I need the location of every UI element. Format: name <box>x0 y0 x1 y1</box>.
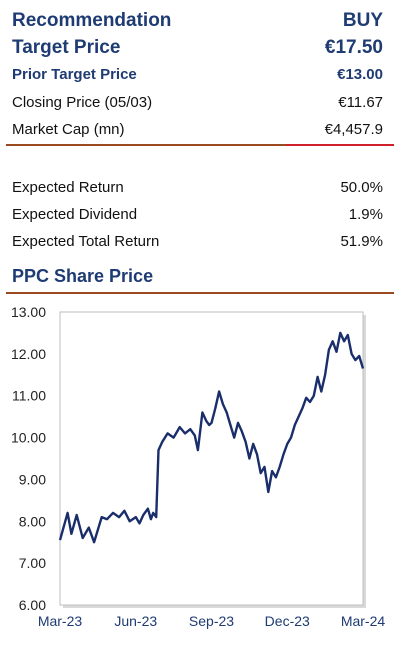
expected-dividend-label: Expected Dividend <box>12 206 138 223</box>
prior-target-price-row: Prior Target Price €13.00 <box>12 66 383 83</box>
x-tick-label: Mar-23 <box>38 613 83 629</box>
closing-price-row: Closing Price (05/03) €11.67 <box>12 94 383 111</box>
y-tick-label: 6.00 <box>19 597 46 613</box>
recommendation-row: Recommendation BUY <box>12 10 383 32</box>
expected-dividend-value: 1.9% <box>348 206 383 223</box>
summary-divider-accent <box>286 144 394 146</box>
x-tick-label: Dec-23 <box>265 613 310 629</box>
share-price-chart: 13.00 12.00 11.00 10.00 9.00 8.00 7.00 6.00 Mar… <box>11 304 386 629</box>
recommendation-value: BUY <box>342 10 383 31</box>
y-tick-label: 7.00 <box>19 555 46 571</box>
closing-price-label: Closing Price (05/03) <box>12 94 153 111</box>
y-tick-label: 12.00 <box>11 346 46 362</box>
expected-return-label: Expected Return <box>12 179 124 196</box>
x-tick-label: Sep-23 <box>189 613 234 629</box>
expected-total-return-row: Expected Total Return 51.9% <box>12 233 383 250</box>
y-tick-label: 11.00 <box>12 388 46 404</box>
chart-title-divider <box>6 292 394 294</box>
x-tick-label: Mar-24 <box>341 613 386 629</box>
expected-total-return-label: Expected Total Return <box>12 233 160 250</box>
target-price-row: Target Price €17.50 <box>12 37 383 59</box>
price-series-line <box>58 331 365 544</box>
market-cap-row: Market Cap (mn) €4,457.9 <box>12 121 383 138</box>
prior-target-price-label: Prior Target Price <box>12 66 137 83</box>
expected-return-row: Expected Return 50.0% <box>12 179 383 196</box>
expected-return-value: 50.0% <box>340 179 383 196</box>
y-tick-label: 13.00 <box>11 304 46 320</box>
closing-price-value: €11.67 <box>338 94 383 111</box>
prior-target-price-value: €13.00 <box>337 66 383 83</box>
y-tick-label: 8.00 <box>19 513 46 529</box>
expected-dividend-row: Expected Dividend 1.9% <box>12 206 383 223</box>
expected-total-return-value: 51.9% <box>340 233 383 250</box>
y-tick-label: 9.00 <box>19 471 46 487</box>
target-price-value: €17.50 <box>324 37 383 58</box>
plot-frame <box>59 311 364 606</box>
y-axis-ticks: 13.00 12.00 11.00 10.00 9.00 8.00 7.00 6.00 <box>11 304 46 613</box>
market-cap-value: €4,457.9 <box>324 121 383 138</box>
y-tick-label: 10.00 <box>11 430 46 446</box>
x-tick-label: Jun-23 <box>114 613 157 629</box>
market-cap-label: Market Cap (mn) <box>12 121 125 138</box>
x-axis-ticks: Mar-23 Jun-23 Sep-23 Dec-23 Mar-24 <box>38 613 386 629</box>
recommendation-label: Recommendation <box>12 10 172 31</box>
chart-title: PPC Share Price <box>12 266 154 286</box>
summary-divider <box>6 144 286 146</box>
target-price-label: Target Price <box>12 37 121 58</box>
